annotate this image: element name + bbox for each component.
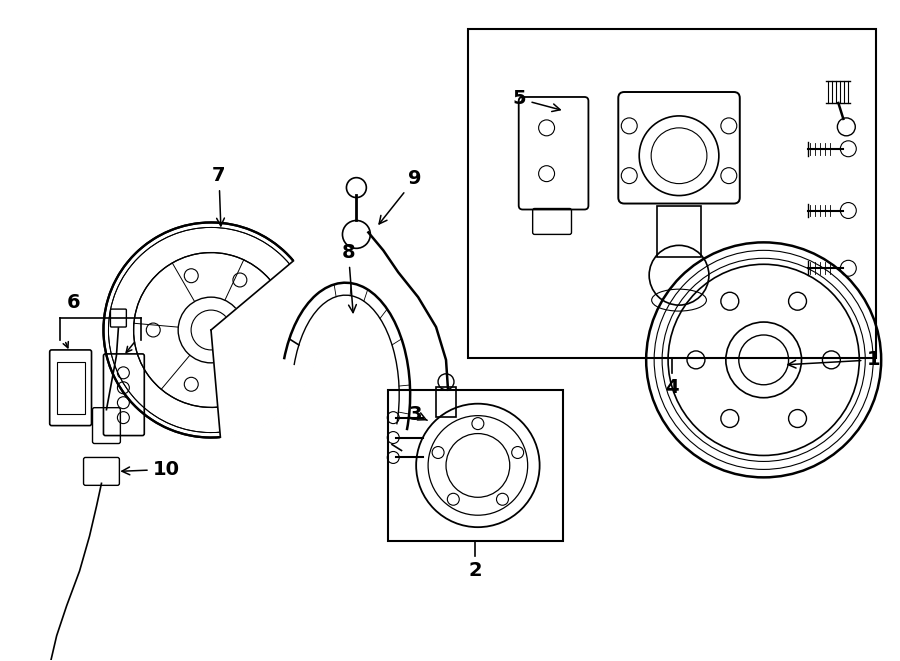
Text: 6: 6 (67, 293, 80, 311)
Bar (436, 387, 456, 416)
Text: 9: 9 (379, 169, 422, 224)
Text: 4: 4 (665, 378, 679, 397)
Text: 3: 3 (409, 405, 428, 424)
Wedge shape (211, 260, 320, 439)
Text: 7: 7 (212, 166, 226, 226)
Text: 2: 2 (468, 561, 482, 580)
Bar (468, 29, 877, 358)
Text: 5: 5 (513, 89, 560, 112)
Bar (657, 206, 701, 257)
Text: 8: 8 (342, 243, 356, 313)
Bar (388, 390, 562, 541)
Bar (57, 362, 85, 414)
Text: 1: 1 (788, 350, 880, 369)
Text: 10: 10 (122, 460, 180, 479)
